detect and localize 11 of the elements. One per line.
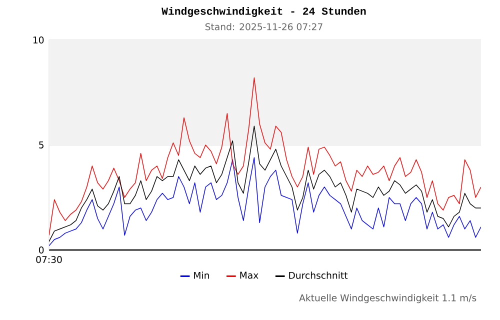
x-tick-label: 07:30 <box>36 256 62 264</box>
chart-subtitle: Stand: 2025-11-26 07:27 <box>205 23 322 30</box>
legend-label: Max <box>240 272 258 279</box>
y-tick-label: 10 <box>33 36 44 44</box>
legend-label: Min <box>194 272 209 279</box>
legend-label: Durchschnitt <box>289 272 348 279</box>
text: Aktuelle Windgeschwindigkeit 1.1 m/s <box>299 294 476 304</box>
line-series <box>49 77 481 236</box>
chart-title: Windgeschwindigkeit - 24 Stunden <box>162 6 366 17</box>
y-tick-label: 5 <box>39 142 44 148</box>
y-tick-label: 0 <box>38 246 44 254</box>
